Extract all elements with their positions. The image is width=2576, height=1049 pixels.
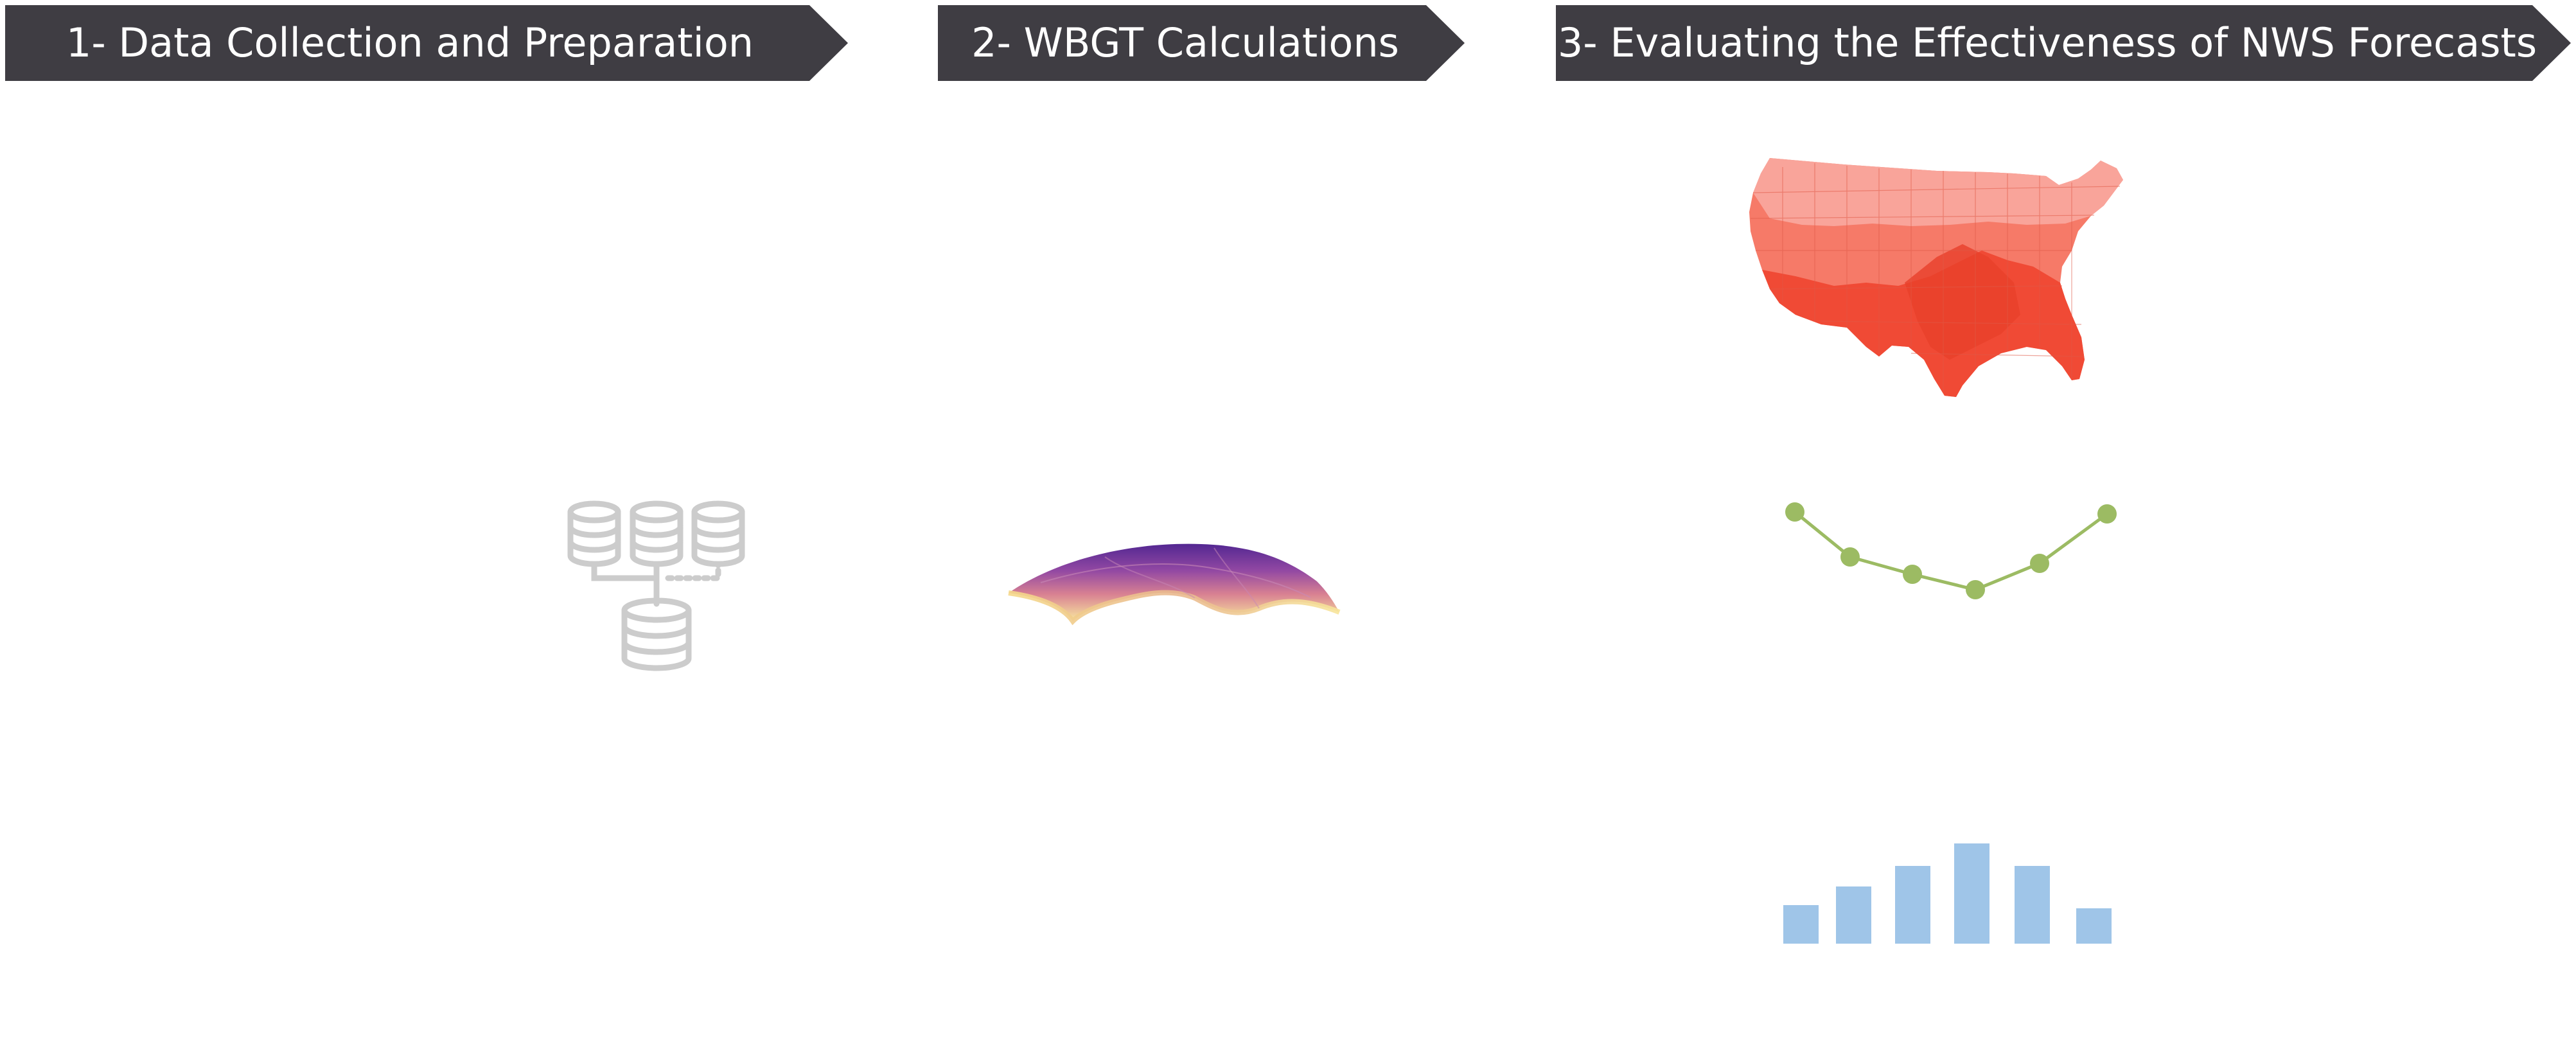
step-2-label: 2- WBGT Calculations bbox=[971, 19, 1399, 66]
bar-chart-icon bbox=[1783, 843, 2112, 944]
bar bbox=[1836, 886, 1871, 944]
banner-arrow-shape bbox=[1556, 5, 2571, 81]
step-3-banner: 3- Evaluating the Effectiveness of NWS F… bbox=[1556, 5, 2571, 81]
database-cylinder-2 bbox=[630, 500, 684, 567]
bar bbox=[1783, 905, 1819, 944]
database-cylinder-merged bbox=[621, 597, 692, 671]
database-merge-icon bbox=[567, 500, 745, 671]
line-point bbox=[1785, 502, 1804, 522]
database-cylinder-3 bbox=[691, 500, 745, 567]
us-heat-map-icon bbox=[1749, 158, 2123, 397]
line-chart-icon bbox=[1785, 502, 2117, 599]
line-point bbox=[1903, 565, 1922, 584]
step-1-label: 1- Data Collection and Preparation bbox=[66, 19, 754, 66]
bar bbox=[1954, 843, 1989, 944]
banner-arrow-shape bbox=[938, 5, 1465, 81]
bar bbox=[1895, 866, 1930, 944]
3d-surface-plot-icon bbox=[1008, 543, 1341, 626]
bar bbox=[2015, 866, 2050, 944]
line-point bbox=[2097, 504, 2117, 524]
database-cylinder-1 bbox=[567, 500, 621, 567]
bar bbox=[2076, 908, 2112, 944]
line-point bbox=[2030, 554, 2049, 573]
step-3-label: 3- Evaluating the Effectiveness of NWS F… bbox=[1557, 19, 2537, 66]
line-point bbox=[1966, 580, 1985, 599]
step-1-banner: 1- Data Collection and Preparation bbox=[5, 5, 848, 81]
line-point bbox=[1840, 547, 1860, 567]
banner-arrow-shape bbox=[5, 5, 848, 81]
step-2-banner: 2- WBGT Calculations bbox=[938, 5, 1465, 81]
